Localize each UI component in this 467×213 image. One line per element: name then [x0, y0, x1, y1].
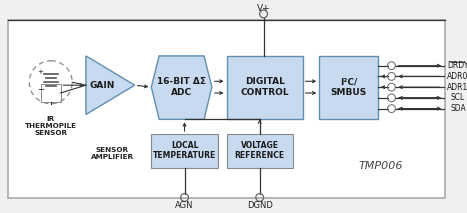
Bar [41, 84, 61, 102]
Polygon shape [86, 56, 135, 114]
Text: SCL: SCL [451, 93, 465, 102]
Text: VOLTAGE
REFERENCE: VOLTAGE REFERENCE [234, 141, 285, 160]
Bar [8, 20, 445, 199]
Text: SDA: SDA [450, 104, 466, 113]
Bar [151, 134, 218, 168]
Text: AGN: AGN [175, 201, 194, 210]
Text: SENSOR
AMPLIFIER: SENSOR AMPLIFIER [91, 147, 134, 160]
Text: DIGITAL
CONTROL: DIGITAL CONTROL [240, 77, 289, 97]
Text: −: − [37, 86, 44, 95]
Text: V+: V+ [257, 4, 270, 13]
Bar [226, 134, 293, 168]
Text: ADR0: ADR0 [447, 72, 467, 81]
Polygon shape [151, 56, 212, 119]
Text: DGND: DGND [247, 201, 273, 210]
Text: ADR1: ADR1 [447, 83, 467, 92]
Bar [319, 56, 378, 119]
Text: TMP006: TMP006 [359, 161, 403, 171]
Text: I²C/
SMBUS: I²C/ SMBUS [331, 77, 367, 97]
Text: 16-BIT ΔΣ
ADC: 16-BIT ΔΣ ADC [157, 77, 206, 97]
Text: GAIN: GAIN [90, 81, 115, 90]
Text: IR
THERMOPILE
SENSOR: IR THERMOPILE SENSOR [25, 116, 77, 137]
Text: DRDY: DRDY [447, 61, 467, 70]
Text: LOCAL
TEMPERATURE: LOCAL TEMPERATURE [153, 141, 216, 160]
Bar [226, 56, 303, 119]
Text: +: + [37, 69, 43, 75]
